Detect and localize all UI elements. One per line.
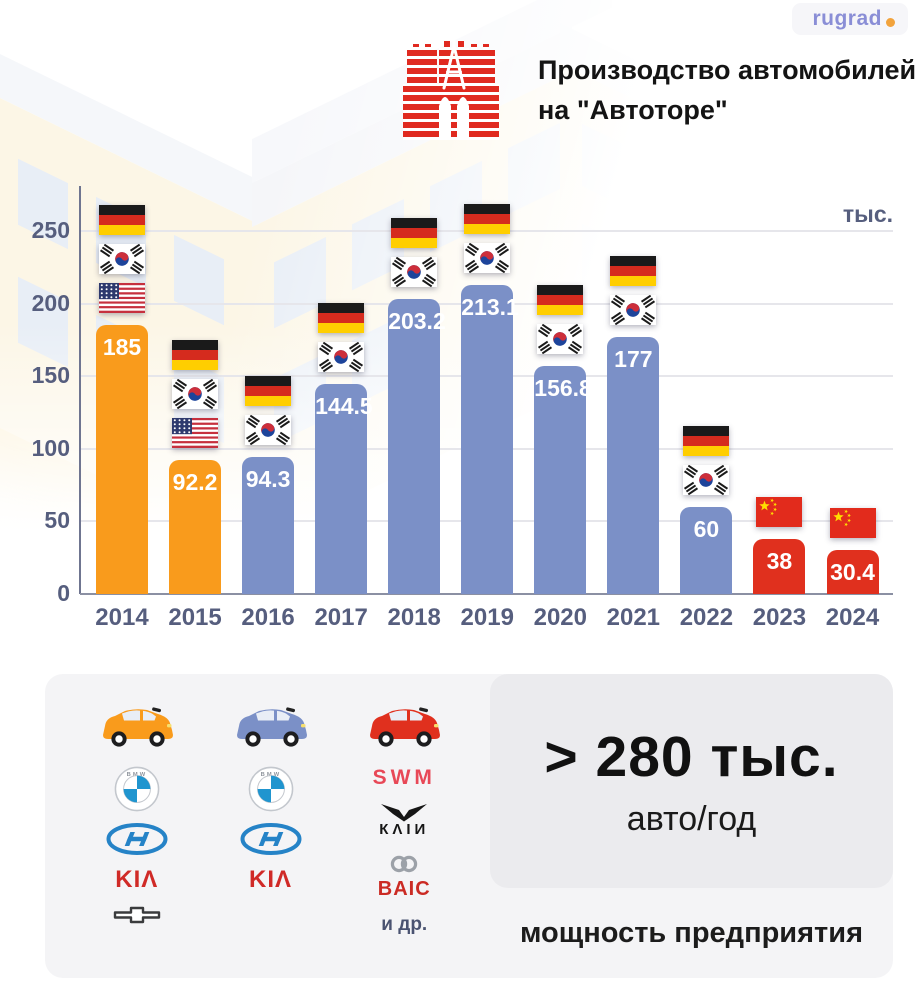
baic-emblem-icon <box>391 855 418 873</box>
kia-logo: KIΛ <box>248 866 292 893</box>
swm-logo: SWM <box>372 766 436 789</box>
germany-flag <box>683 425 730 456</box>
y-axis-label-0: 0 <box>57 580 70 606</box>
chevrolet-logo <box>113 906 160 924</box>
germany-flag <box>610 255 657 286</box>
bar-2022: 60 <box>680 506 733 594</box>
x-axis-label-2019: 2019 <box>460 604 514 631</box>
germany-flag <box>318 303 365 334</box>
capacity-unit: авто/год <box>626 799 757 838</box>
germany-flag <box>391 217 438 248</box>
bar-value-2020: 156.8 <box>534 375 592 402</box>
china-flag <box>756 496 803 527</box>
avtotor-castle-logo-icon <box>403 33 499 140</box>
bar-2023: 38 <box>753 538 806 594</box>
blue-car-icon <box>229 704 313 755</box>
bar-value-2018: 203.2 <box>388 307 446 334</box>
usa-flag <box>172 418 219 449</box>
germany-flag <box>99 205 145 236</box>
orange-car-icon <box>95 704 179 755</box>
bar-2017: 144.5 <box>315 384 373 594</box>
x-axis-label-2024: 2024 <box>825 604 880 631</box>
china-flag <box>829 507 876 538</box>
x-axis-label-2022: 2022 <box>679 604 734 631</box>
x-axis-label-2015: 2015 <box>168 604 222 631</box>
legend-panel: BMW KIΛ BMW KIΛ SWM КΛIИ <box>45 674 893 978</box>
south-korea-flag <box>99 244 145 275</box>
bar-value-2019: 213.1 <box>461 293 519 320</box>
south-korea-flag <box>683 464 730 495</box>
x-axis-label-2016: 2016 <box>241 604 295 631</box>
chart-title-line2: на "Автоторе" <box>538 95 728 125</box>
south-korea-flag <box>610 294 657 325</box>
x-axis-label-2017: 2017 <box>314 604 368 631</box>
y-axis-label-250: 250 <box>31 217 70 243</box>
legend-and-others: и др. <box>381 914 428 935</box>
germany-flag <box>172 340 219 371</box>
bar-2016: 94.3 <box>242 457 295 594</box>
bmw-logo: BMW <box>248 766 293 812</box>
rugrad-logo-text: rugrad <box>812 7 882 30</box>
south-korea-flag <box>391 256 438 287</box>
bar-value-2021: 177 <box>614 345 653 372</box>
y-axis-unit-label: тыс. <box>842 201 893 227</box>
svg-text:BMW: BMW <box>260 772 281 778</box>
bar-2019: 213.1 <box>461 284 519 594</box>
bar-2024: 30.4 <box>826 549 879 594</box>
rugrad-logo-dot-icon <box>886 17 895 27</box>
y-axis-label-100: 100 <box>31 434 70 461</box>
y-axis-label-50: 50 <box>44 507 70 534</box>
legend-column-orange: BMW KIΛ <box>75 704 199 962</box>
bar-2014: 185 <box>96 325 148 594</box>
germany-flag <box>245 376 292 407</box>
x-axis-label-2023: 2023 <box>752 604 807 631</box>
usa-flag <box>99 283 145 314</box>
bar-2020: 156.8 <box>534 366 592 594</box>
kaiyi-logo: КΛIИ <box>377 801 431 838</box>
hyundai-logo <box>240 823 301 855</box>
x-axis-line <box>80 593 893 595</box>
y-axis-label-200: 200 <box>31 289 70 316</box>
x-axis-label-2020: 2020 <box>533 604 587 631</box>
bar-value-2016: 94.3 <box>245 466 291 493</box>
legend-column-blue: BMW KIΛ <box>209 704 333 962</box>
x-axis-label-2021: 2021 <box>606 604 661 631</box>
chart-title-line1: Производство автомобилей <box>538 55 917 85</box>
hyundai-logo <box>106 823 168 855</box>
bar-2015: 92.2 <box>169 460 222 594</box>
bar-value-2015: 92.2 <box>172 469 218 496</box>
bar-value-2024: 30.4 <box>830 558 875 585</box>
bar-value-2017: 144.5 <box>315 393 373 420</box>
south-korea-flag <box>464 242 511 273</box>
kia-logo: KIΛ <box>115 866 159 893</box>
kaiyi-wing-icon <box>381 804 428 822</box>
y-axis-label-150: 150 <box>31 362 70 389</box>
bar-2018: 203.2 <box>388 298 446 594</box>
baic-logo: BAIC <box>378 849 431 901</box>
y-axis-line <box>79 186 81 594</box>
germany-flag <box>537 285 584 316</box>
capacity-value: > 280 тыс. <box>544 724 839 789</box>
south-korea-flag <box>172 379 219 410</box>
legend-column-red: SWM КΛIИ BAIC и др. <box>342 704 466 962</box>
rugrad-logo: rugrad <box>792 3 908 35</box>
germany-flag <box>464 203 511 234</box>
chart-title: Производство автомобилей на "Автоторе" <box>538 50 916 130</box>
bar-chart: 0 50 100 150 200 250 тыс. 185 2014 92.2 2015 94.3… <box>31 186 893 631</box>
x-axis-label-2014: 2014 <box>95 604 149 631</box>
capacity-caption: мощность предприятия <box>519 917 863 949</box>
bmw-logo: BMW <box>114 766 160 812</box>
manufacturer-legend: BMW KIΛ BMW KIΛ SWM КΛIИ <box>45 674 490 978</box>
x-axis-label-2018: 2018 <box>387 604 441 631</box>
south-korea-flag <box>245 415 292 446</box>
bar-2021: 177 <box>607 336 660 594</box>
svg-text:BMW: BMW <box>126 772 147 778</box>
red-car-icon <box>362 704 446 755</box>
south-korea-flag <box>537 324 584 355</box>
bar-value-2022: 60 <box>693 515 720 542</box>
south-korea-flag <box>318 342 365 373</box>
capacity-box: > 280 тыс. авто/год <box>490 674 893 888</box>
bar-value-2023: 38 <box>766 547 793 574</box>
bar-value-2014: 185 <box>102 334 142 361</box>
